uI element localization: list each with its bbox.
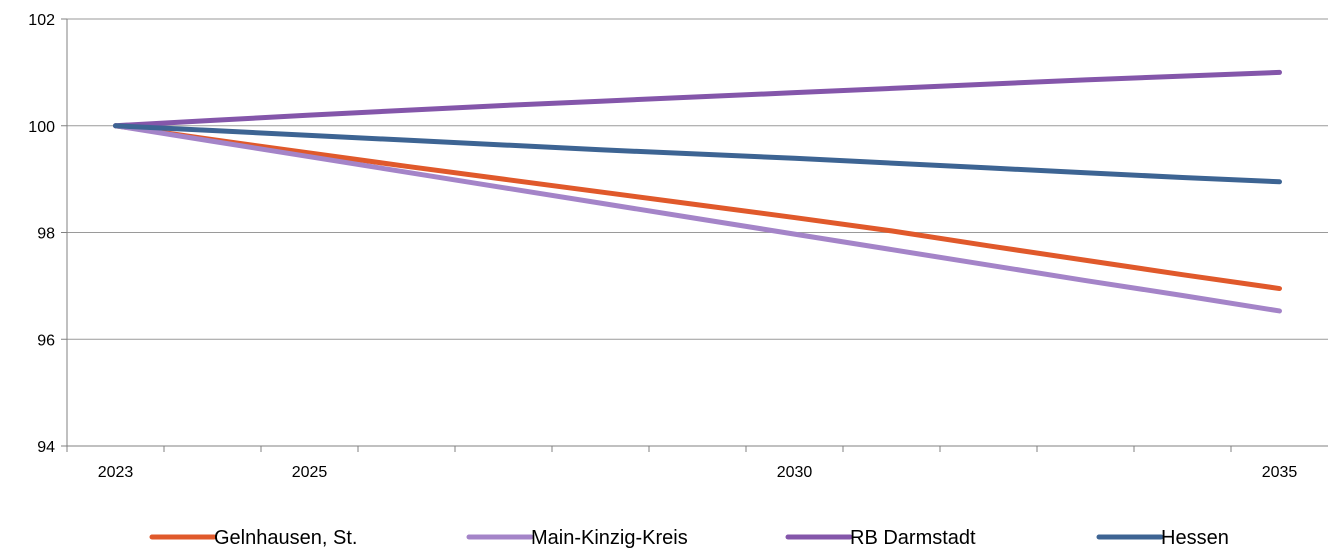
x-tick-label: 2030	[777, 464, 813, 481]
series-lines	[113, 69, 1282, 314]
y-tick-label: 94	[37, 439, 55, 456]
x-tick-label: 2035	[1262, 464, 1298, 481]
x-tick-label: 2023	[98, 464, 134, 481]
y-tick-label: 100	[28, 119, 55, 136]
gridlines	[67, 18, 1328, 340]
series-line-3	[113, 69, 1282, 129]
legend-label: RB Darmstadt	[850, 527, 976, 549]
x-tick-label: 2025	[292, 464, 328, 481]
y-tick-label: 98	[37, 226, 55, 243]
legend-label: Gelnhausen, St.	[214, 527, 357, 549]
axes: 94 96 98 100 102 2023 2025 2030 2035	[28, 12, 1328, 481]
y-tick-label: 96	[37, 332, 55, 349]
y-tick-label: 102	[28, 12, 55, 29]
legend-label: Main-Kinzig-Kreis	[531, 527, 688, 549]
legend-label: Hessen	[1161, 527, 1229, 549]
legend: Gelnhausen, St. Main-Kinzig-Kreis RB Darms…	[149, 527, 1229, 549]
series-line-1	[113, 123, 1282, 292]
series-line-2	[113, 123, 1282, 314]
series-line-4	[113, 123, 1282, 185]
